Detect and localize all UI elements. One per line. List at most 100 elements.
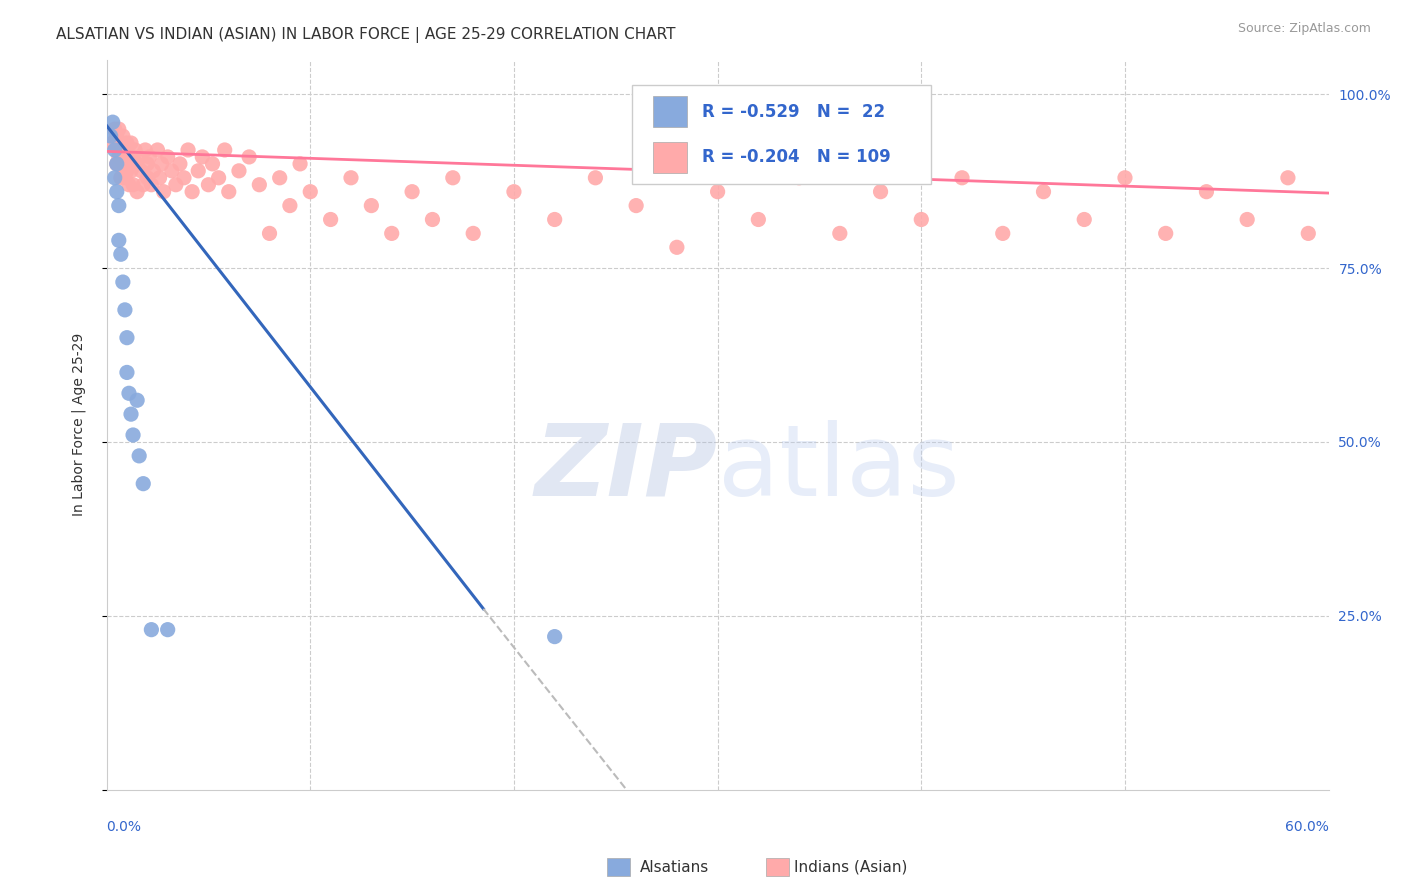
Point (1154, 227, 1177, 241)
Text: ZIP: ZIP (534, 420, 717, 516)
Point (207, 170, 229, 185)
Point (950, 170, 973, 185)
Y-axis label: In Labor Force | Age 25-29: In Labor Force | Age 25-29 (72, 333, 86, 516)
Point (128, 449, 150, 463)
Point (105, 157, 128, 171)
Point (104, 170, 127, 185)
Point (401, 185, 423, 199)
Point (138, 150, 160, 164)
Point (299, 185, 322, 199)
Point (111, 275, 134, 289)
Text: 60.0%: 60.0% (1285, 821, 1329, 834)
Point (111, 129, 134, 144)
Point (381, 227, 404, 241)
Point (110, 170, 132, 185)
Point (148, 170, 170, 185)
Point (105, 185, 128, 199)
Point (169, 157, 191, 171)
Point (101, 115, 124, 129)
Point (218, 185, 240, 199)
Point (583, 170, 606, 185)
Point (114, 170, 136, 185)
Point (665, 240, 688, 254)
Point (422, 212, 444, 227)
Point (146, 143, 169, 157)
Point (114, 143, 136, 157)
Point (1277, 170, 1299, 185)
Point (111, 157, 134, 171)
Point (105, 129, 128, 144)
Text: Indians (Asian): Indians (Asian) (794, 860, 908, 874)
Point (142, 164, 165, 178)
Point (107, 233, 129, 247)
Point (120, 164, 142, 178)
Point (122, 150, 145, 164)
Point (187, 164, 209, 178)
FancyBboxPatch shape (633, 85, 932, 184)
Point (360, 198, 382, 212)
Text: R = -0.529   N =  22: R = -0.529 N = 22 (702, 103, 884, 120)
Point (1236, 212, 1258, 227)
Point (910, 212, 932, 227)
Point (201, 157, 224, 171)
Point (115, 164, 138, 178)
Point (115, 366, 138, 380)
Point (132, 178, 155, 192)
Point (127, 185, 149, 199)
Point (120, 407, 142, 421)
Point (122, 428, 145, 442)
Point (228, 164, 250, 178)
Point (122, 178, 145, 192)
Point (150, 157, 173, 171)
Point (105, 157, 128, 171)
Point (991, 227, 1014, 241)
Point (173, 170, 195, 185)
Text: atlas: atlas (717, 420, 959, 516)
Point (134, 143, 156, 157)
Point (1195, 185, 1218, 199)
Point (1073, 212, 1095, 227)
Point (165, 178, 187, 192)
Point (120, 136, 142, 150)
Point (544, 630, 567, 644)
Point (129, 164, 152, 178)
Point (160, 164, 183, 178)
Point (247, 178, 270, 192)
Point (441, 170, 464, 185)
Point (128, 150, 150, 164)
Point (214, 143, 236, 157)
Point (152, 185, 174, 199)
Point (278, 198, 301, 212)
Point (197, 178, 219, 192)
Point (104, 122, 127, 136)
Point (269, 170, 291, 185)
Point (110, 143, 132, 157)
Point (141, 178, 163, 192)
FancyBboxPatch shape (652, 96, 688, 127)
Point (101, 136, 124, 150)
Point (156, 623, 179, 637)
Point (1032, 185, 1054, 199)
Point (503, 185, 526, 199)
Point (340, 170, 363, 185)
Point (319, 212, 342, 227)
FancyBboxPatch shape (652, 142, 688, 172)
Text: Alsatians: Alsatians (640, 860, 709, 874)
Point (115, 136, 138, 150)
Point (191, 150, 214, 164)
Point (747, 212, 769, 227)
Point (544, 212, 567, 227)
Point (100, 129, 122, 144)
Point (104, 143, 127, 157)
Text: R = -0.204   N = 109: R = -0.204 N = 109 (702, 148, 890, 166)
Point (1298, 227, 1320, 241)
Point (259, 227, 281, 241)
Point (124, 143, 146, 157)
Text: 0.0%: 0.0% (107, 821, 142, 834)
Point (127, 393, 149, 408)
Point (828, 227, 851, 241)
Point (238, 150, 260, 164)
Point (177, 143, 200, 157)
Text: ALSATIAN VS INDIAN (ASIAN) IN LABOR FORCE | AGE 25-29 CORRELATION CHART: ALSATIAN VS INDIAN (ASIAN) IN LABOR FORC… (56, 27, 676, 43)
Point (706, 185, 728, 199)
